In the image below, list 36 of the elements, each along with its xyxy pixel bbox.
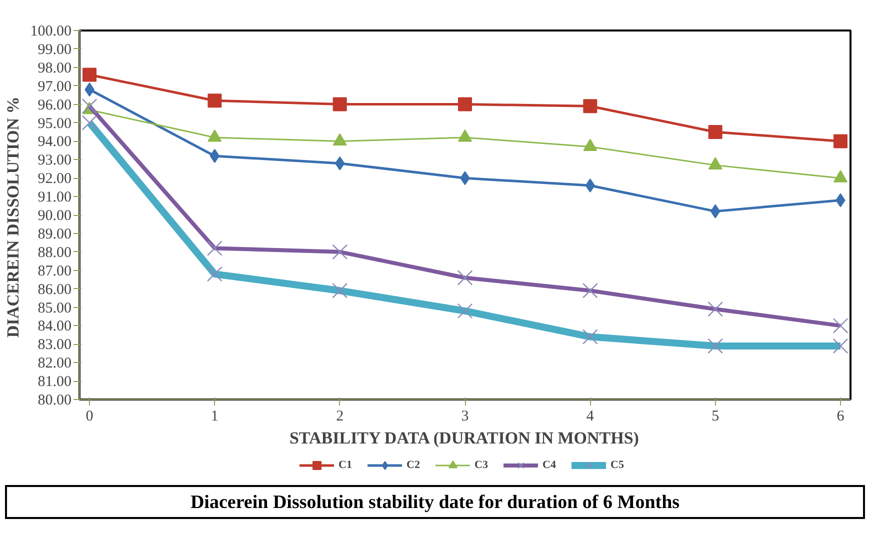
legend-label: C2 [406, 459, 421, 471]
y-tick-label: 80.00 [38, 392, 72, 408]
y-tick-label: 81.00 [38, 374, 72, 390]
y-tick-label: 96.00 [38, 97, 72, 114]
y-tick-label: 92.00 [38, 171, 72, 188]
y-tick-label: 83.00 [38, 337, 72, 354]
x-tick-label: 0 [86, 408, 94, 424]
x-tick-label: 3 [461, 408, 469, 424]
y-tick-label: 98.00 [38, 60, 72, 76]
x-axis-title: STABILITY DATA (DURATION IN MONTHS) [289, 428, 639, 448]
y-tick-label: 85.00 [38, 300, 72, 316]
y-axis-title: DIACEREIN DISSOLUTION % [3, 96, 22, 338]
y-tick-label: 84.00 [38, 318, 72, 335]
y-tick-label: 94.00 [38, 134, 72, 150]
y-tick-label: 99.00 [38, 42, 72, 58]
y-tick-label: 89.00 [38, 226, 72, 242]
y-tick-label: 100.00 [30, 24, 72, 40]
x-tick-label: 4 [586, 408, 594, 424]
x-tick-label: 2 [336, 408, 344, 424]
text: Diacerein Dissolution stability date for duration of 6 Months [190, 491, 680, 515]
x-tick-label: 5 [712, 408, 720, 424]
x-tick-label: 6 [836, 408, 845, 424]
y-tick-label: 93.00 [38, 152, 72, 169]
legend-label: C3 [474, 459, 489, 471]
legend-label: C5 [610, 459, 625, 471]
y-tick-label: 95.00 [38, 116, 72, 132]
y-tick-label: 86.00 [38, 282, 72, 298]
legend-label: C4 [542, 459, 557, 471]
y-tick-label: 88.00 [38, 244, 72, 261]
y-tick-label: 91.00 [38, 190, 72, 206]
x-tick-label: 1 [210, 408, 218, 424]
legend-label: C1 [338, 459, 353, 471]
y-tick-label: 82.00 [38, 356, 72, 372]
y-tick-label: 97.00 [38, 78, 72, 95]
y-tick-label: 90.00 [38, 208, 72, 224]
y-tick-label: 87.00 [38, 263, 72, 280]
